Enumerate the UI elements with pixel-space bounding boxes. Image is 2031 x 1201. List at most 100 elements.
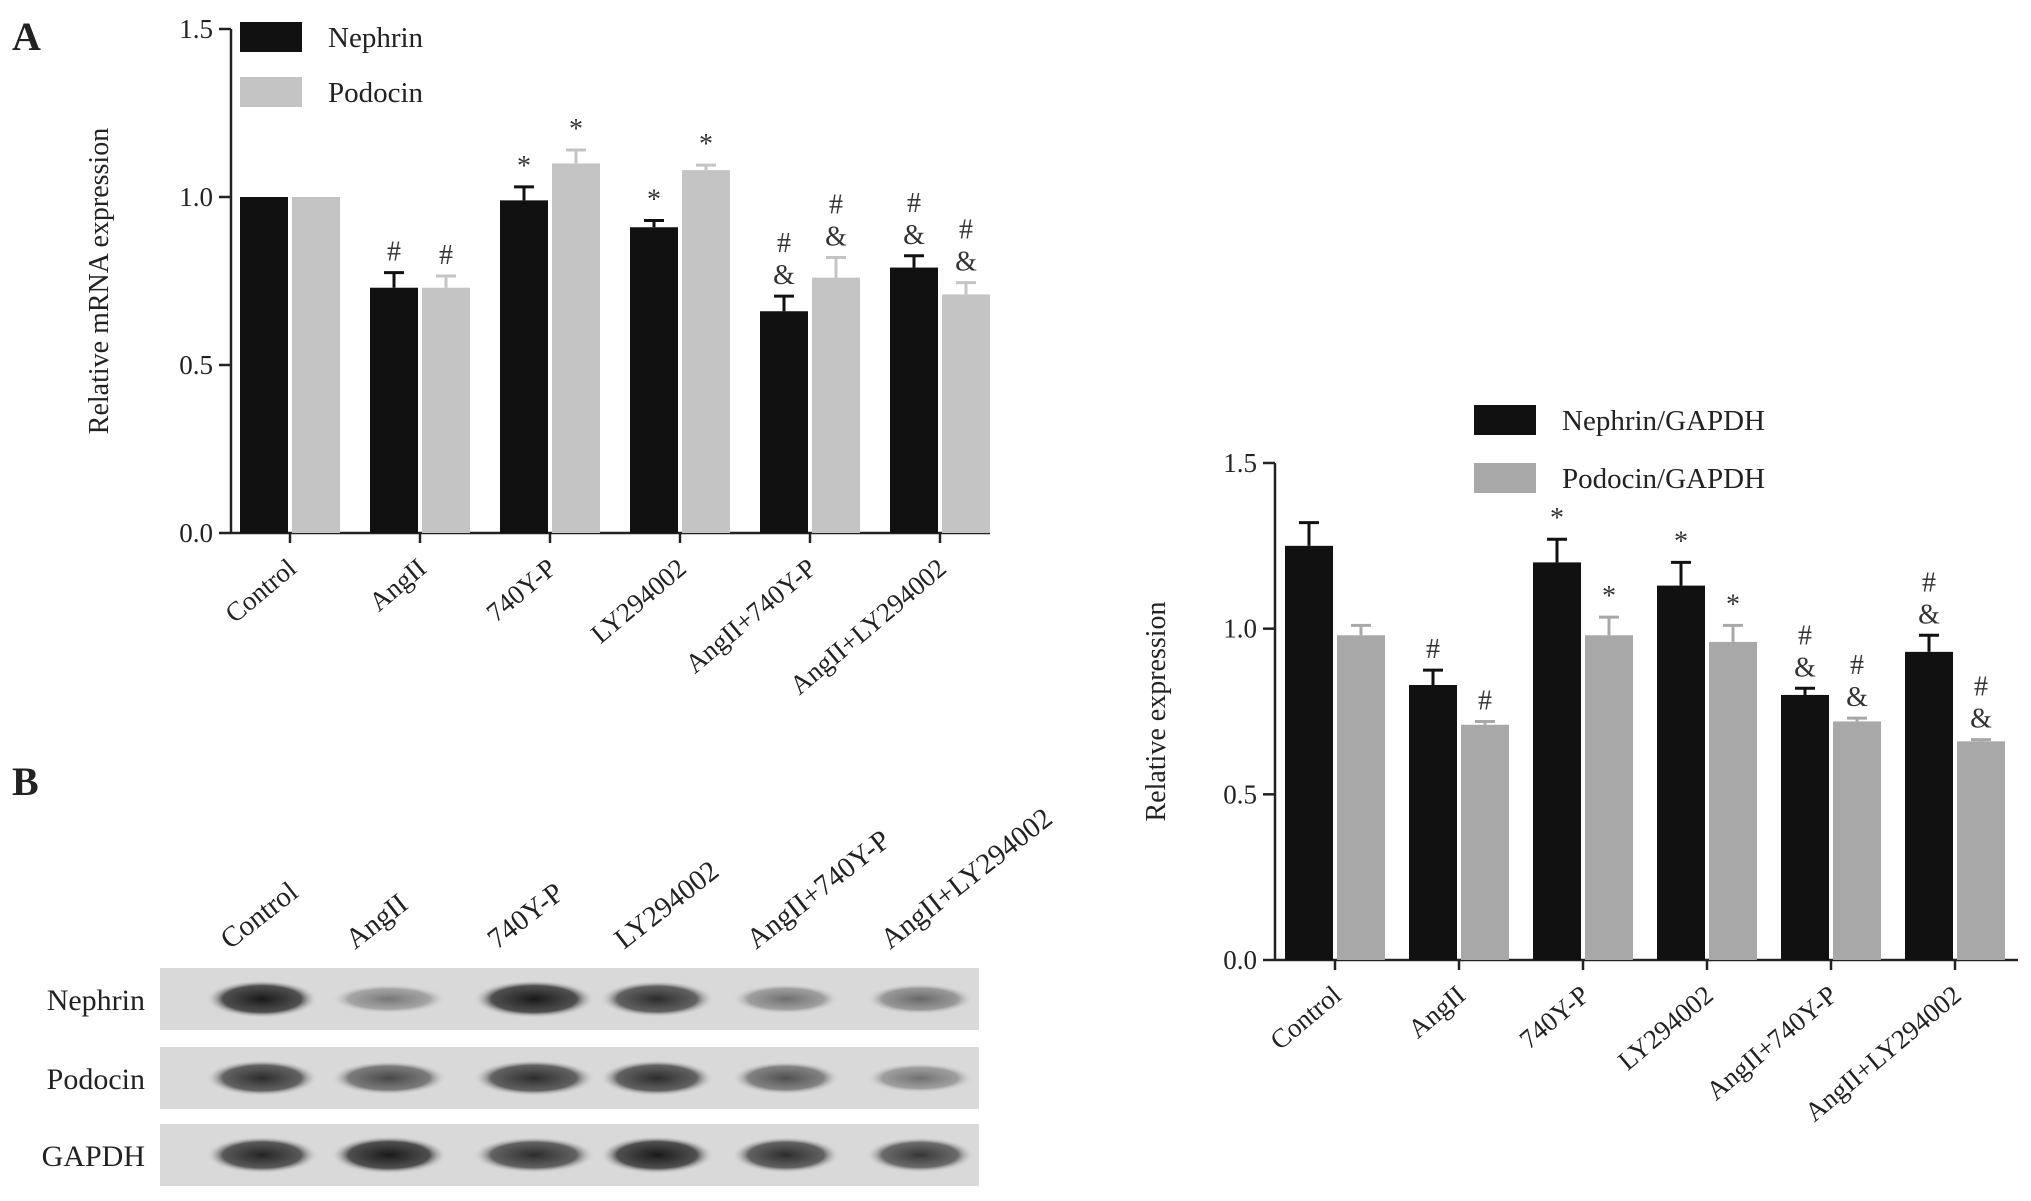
significance-mark: &	[1846, 682, 1868, 713]
blot-band	[866, 1137, 974, 1173]
panel-b-letter: B	[12, 759, 39, 804]
western-blot: Control AngII 740Y-P LY294002 AngII+740Y-PAn…	[42, 802, 1059, 1186]
panel-a-letter: A	[12, 14, 41, 59]
bar-nephrin-4	[760, 311, 808, 533]
significance-mark: *	[699, 129, 713, 160]
category-label: AngII	[1402, 980, 1471, 1044]
blot-band	[206, 1059, 318, 1097]
category-label: LY294002	[1612, 980, 1719, 1076]
y-tick-label: 1.5	[179, 14, 213, 44]
bar-nephrin-2	[500, 200, 548, 534]
significance-mark: *	[517, 151, 531, 182]
significance-mark: #	[1922, 567, 1936, 598]
blot-lane-label: AngII+740Y-P	[741, 824, 897, 956]
legend-swatch	[240, 22, 302, 52]
blot-band	[600, 1059, 714, 1097]
significance-mark: #	[1974, 672, 1988, 703]
bar-nephrin-3	[630, 227, 678, 534]
blot-band	[331, 1136, 447, 1174]
blot-row-label: Podocin	[47, 1063, 145, 1096]
bar-nephrin-5	[890, 267, 938, 533]
bar-nephrin-gapdh-1	[1409, 684, 1457, 960]
category-label: Control	[219, 553, 301, 629]
blot-lane-label: Control	[215, 876, 305, 956]
significance-mark: &	[825, 221, 847, 252]
category-label: 740Y-P	[1514, 980, 1595, 1055]
significance-mark: *	[569, 114, 583, 145]
significance-mark: *	[647, 185, 661, 216]
blot-band	[732, 984, 840, 1014]
category-label: Control	[1264, 980, 1346, 1056]
significance-mark: &	[1794, 652, 1816, 683]
blot-band	[206, 980, 318, 1018]
bar-podocin-1	[422, 287, 470, 533]
significance-mark: *	[1550, 503, 1564, 534]
category-label: AngII	[363, 553, 432, 617]
blot-band	[732, 1061, 840, 1095]
y-axis-title: Relative mRNA expression	[84, 128, 115, 434]
blot-band	[473, 1136, 595, 1174]
significance-mark: *	[1726, 589, 1740, 620]
bar-nephrin-gapdh-4	[1781, 694, 1829, 960]
chart-a-mrna: 0.0 0.5 1.0 1.5 Relative mRNA expression Cont…	[84, 14, 990, 700]
bar-podocin-2	[552, 163, 600, 533]
blot-band	[206, 1136, 318, 1174]
significance-mark: #	[1798, 620, 1812, 651]
significance-mark: &	[955, 247, 977, 278]
bar-podocin-5	[942, 294, 990, 533]
y-axis-title: Relative expression	[1141, 601, 1172, 821]
bar-podocin-3	[682, 170, 730, 533]
blot-lane-label: 740Y-P	[482, 877, 570, 956]
bar-nephrin-0	[240, 197, 288, 533]
bar-podocin-gapdh-5	[1957, 741, 2005, 960]
bar-podocin-gapdh-1	[1461, 724, 1509, 960]
significance-mark: &	[773, 260, 795, 291]
blot-band	[331, 1061, 447, 1095]
blot-lane-label: LY294002	[609, 855, 725, 956]
significance-mark: #	[1426, 634, 1440, 665]
blot-band	[473, 1059, 595, 1097]
bar-podocin-4	[812, 277, 860, 533]
legend-label: Podocin/GAPDH	[1562, 463, 1765, 495]
y-tick-label: 1.0	[179, 182, 213, 212]
category-label: LY294002	[585, 553, 692, 649]
category-label: AngII+740Y-P	[679, 553, 821, 679]
legend-swatch	[240, 77, 302, 107]
bar-podocin-gapdh-2	[1585, 635, 1633, 960]
blot-band	[866, 983, 974, 1015]
significance-mark: &	[903, 220, 925, 251]
legend-swatch	[1474, 405, 1536, 435]
blot-band	[732, 1136, 840, 1174]
significance-mark: #	[439, 240, 453, 271]
significance-mark: #	[829, 189, 843, 220]
blot-lane-label: AngII	[340, 888, 414, 956]
significance-mark: #	[777, 228, 791, 259]
blot-band	[600, 1136, 714, 1174]
bar-nephrin-gapdh-5	[1905, 651, 1953, 960]
significance-mark: #	[1850, 650, 1864, 681]
legend-swatch	[1474, 463, 1536, 493]
category-label: 740Y-P	[481, 553, 562, 628]
y-tick-label: 0.0	[179, 518, 213, 548]
blot-row-label: GAPDH	[42, 1140, 145, 1173]
y-tick-label: 1.5	[1223, 448, 1257, 478]
bar-nephrin-1	[370, 287, 418, 533]
significance-mark: #	[959, 215, 973, 246]
bar-podocin-gapdh-4	[1833, 721, 1881, 960]
bar-nephrin-gapdh-2	[1533, 562, 1581, 960]
bar-podocin-gapdh-3	[1709, 641, 1757, 960]
chart-b-protein: 0.0 0.5 1.0 1.5 Relative expression Control # #…	[1141, 405, 2018, 1127]
significance-mark: #	[387, 237, 401, 268]
y-tick-label: 0.0	[1223, 945, 1257, 975]
blot-band	[600, 980, 714, 1018]
significance-mark: #	[1478, 685, 1492, 716]
bar-nephrin-gapdh-0	[1285, 545, 1333, 960]
y-tick-label: 1.0	[1223, 614, 1257, 644]
significance-mark: #	[907, 188, 921, 219]
blot-band	[473, 980, 595, 1018]
legend-label: Podocin	[328, 77, 424, 109]
bar-nephrin-gapdh-3	[1657, 585, 1705, 960]
legend-label: Nephrin/GAPDH	[1562, 405, 1765, 437]
y-tick-label: 0.5	[179, 350, 213, 380]
